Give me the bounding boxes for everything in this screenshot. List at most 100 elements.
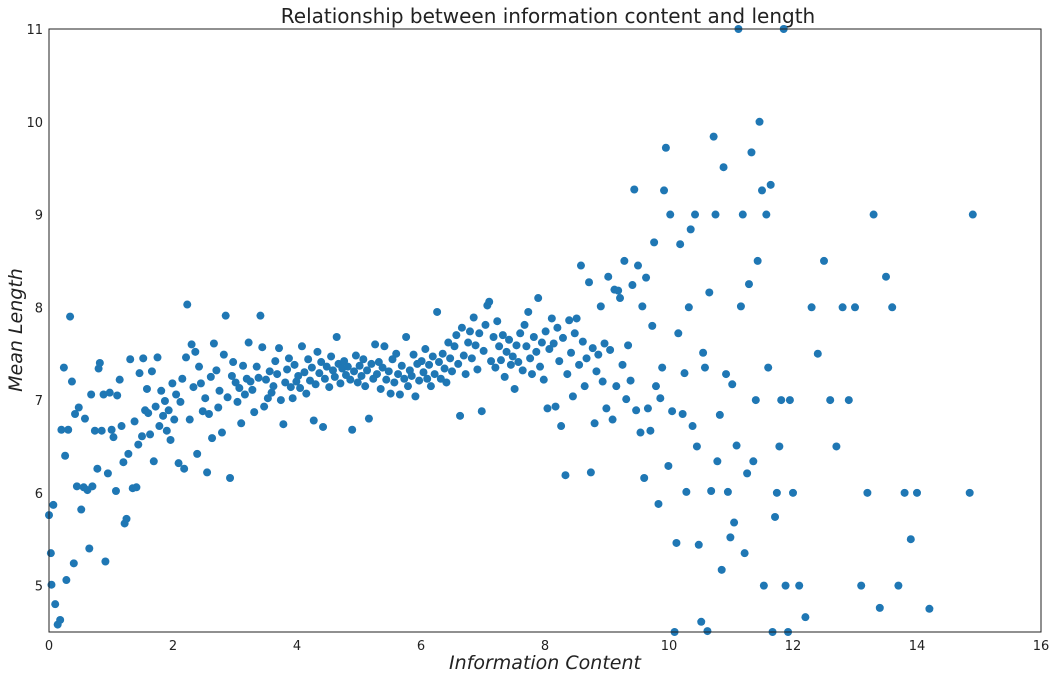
data-point bbox=[343, 362, 352, 371]
data-point bbox=[684, 303, 693, 312]
data-point bbox=[260, 402, 269, 411]
data-point bbox=[415, 376, 424, 385]
data-point bbox=[440, 364, 449, 373]
data-point bbox=[376, 384, 385, 393]
data-point bbox=[543, 404, 552, 413]
data-point bbox=[575, 360, 584, 369]
data-point bbox=[325, 383, 334, 392]
data-point bbox=[694, 540, 703, 549]
data-point bbox=[502, 347, 511, 356]
data-point bbox=[500, 372, 509, 381]
data-point bbox=[632, 406, 641, 415]
data-point bbox=[322, 362, 331, 371]
data-point bbox=[382, 375, 391, 384]
data-point bbox=[111, 486, 120, 495]
data-point bbox=[434, 358, 443, 367]
data-point bbox=[606, 345, 615, 354]
data-point bbox=[421, 345, 430, 354]
data-point bbox=[826, 396, 835, 405]
data-point bbox=[446, 354, 455, 363]
data-point bbox=[288, 394, 297, 403]
data-point bbox=[419, 368, 428, 377]
data-point bbox=[508, 352, 517, 361]
data-point bbox=[762, 210, 771, 219]
data-point bbox=[428, 352, 437, 361]
data-point bbox=[72, 482, 81, 491]
data-point bbox=[640, 474, 649, 483]
data-point bbox=[713, 457, 722, 466]
data-point bbox=[206, 372, 215, 381]
data-point bbox=[442, 378, 451, 387]
data-point bbox=[726, 533, 735, 542]
data-point bbox=[195, 362, 204, 371]
data-point bbox=[135, 369, 144, 378]
data-point bbox=[541, 327, 550, 336]
data-point bbox=[580, 382, 589, 391]
data-point bbox=[275, 344, 284, 353]
data-point bbox=[142, 384, 151, 393]
data-point bbox=[351, 351, 360, 360]
data-point bbox=[430, 370, 439, 379]
data-point bbox=[568, 392, 577, 401]
data-point bbox=[485, 297, 494, 306]
data-point bbox=[491, 363, 500, 372]
y-tick-label: 11 bbox=[26, 23, 43, 38]
data-point bbox=[363, 366, 372, 375]
data-point bbox=[193, 449, 202, 458]
data-point bbox=[489, 332, 498, 341]
data-point bbox=[516, 329, 525, 338]
data-point bbox=[452, 331, 461, 340]
data-point bbox=[479, 346, 488, 355]
data-point bbox=[785, 396, 794, 405]
data-point bbox=[740, 549, 749, 558]
x-tick-label: 4 bbox=[293, 639, 301, 654]
data-point bbox=[882, 272, 890, 281]
data-point bbox=[59, 363, 68, 372]
data-point bbox=[766, 180, 775, 189]
data-point bbox=[520, 320, 529, 329]
data-point bbox=[367, 359, 376, 368]
data-point bbox=[208, 434, 217, 443]
data-point bbox=[196, 379, 205, 388]
data-point bbox=[450, 342, 459, 351]
data-point bbox=[233, 397, 242, 406]
data-point bbox=[585, 278, 594, 287]
data-point bbox=[74, 403, 83, 412]
data-point bbox=[570, 329, 579, 338]
data-point bbox=[643, 404, 652, 413]
data-point bbox=[838, 303, 847, 312]
data-point bbox=[346, 375, 355, 384]
data-point bbox=[155, 422, 164, 431]
data-point bbox=[561, 471, 570, 480]
data-point bbox=[557, 422, 566, 431]
data-point bbox=[537, 338, 546, 347]
data-point bbox=[722, 370, 731, 379]
data-points bbox=[45, 25, 977, 636]
data-point bbox=[223, 393, 232, 402]
data-point bbox=[578, 337, 587, 346]
data-point bbox=[676, 240, 685, 249]
data-point bbox=[744, 280, 753, 289]
data-point bbox=[592, 367, 601, 376]
data-point bbox=[608, 415, 617, 424]
data-point bbox=[57, 425, 66, 434]
data-point bbox=[658, 363, 667, 372]
data-point bbox=[775, 442, 784, 451]
data-point bbox=[330, 372, 339, 381]
data-point bbox=[117, 422, 126, 431]
data-point bbox=[254, 373, 263, 382]
data-point bbox=[101, 557, 110, 566]
data-point bbox=[95, 358, 104, 367]
data-point bbox=[394, 370, 403, 379]
y-axis: 5 6 7 8 9 10 11 bbox=[26, 23, 43, 595]
data-point bbox=[271, 357, 280, 366]
data-point bbox=[402, 332, 411, 341]
data-point bbox=[417, 357, 426, 366]
data-point bbox=[411, 392, 420, 401]
data-point bbox=[235, 384, 244, 393]
data-point bbox=[122, 514, 131, 523]
data-point bbox=[66, 312, 75, 321]
data-point bbox=[147, 367, 156, 376]
data-point bbox=[239, 361, 248, 370]
data-point bbox=[668, 407, 677, 416]
